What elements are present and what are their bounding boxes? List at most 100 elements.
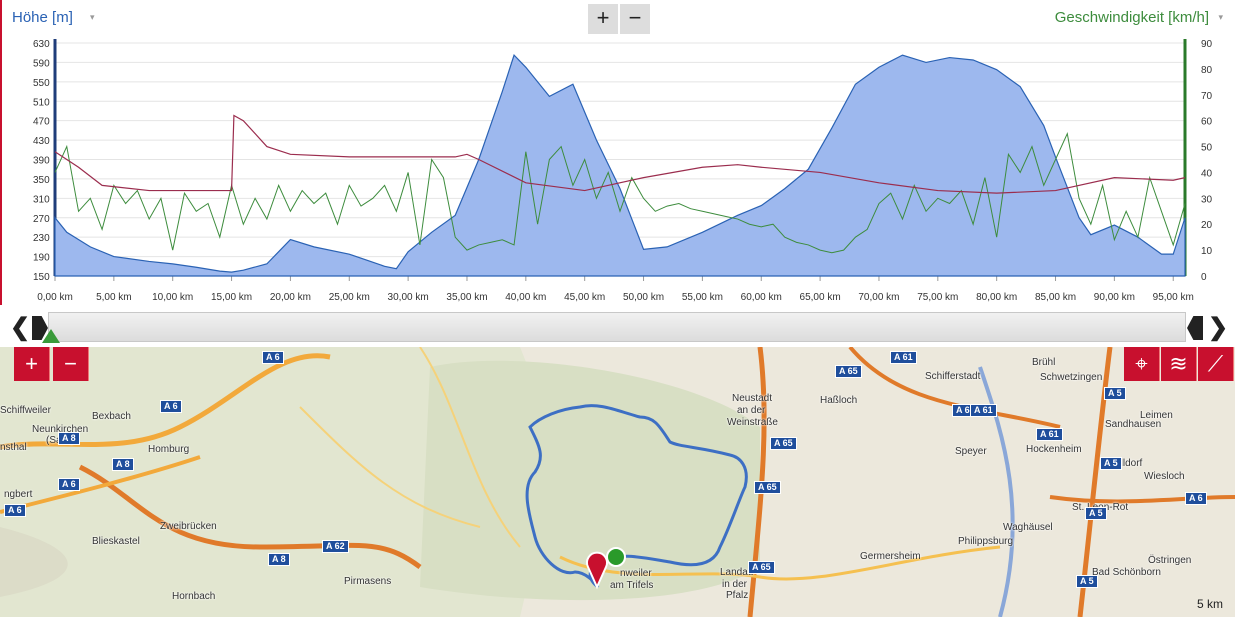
map-place-label: Walldorf [1106, 458, 1143, 469]
chart-zoom-controls: + − [588, 4, 652, 34]
left-tick-label: 430 [33, 136, 50, 147]
right-tick-label: 10 [1201, 246, 1213, 257]
x-tick-label: 35,00 km [446, 292, 487, 303]
road-shield: A 61 [1036, 428, 1063, 441]
slider-track[interactable] [48, 312, 1186, 342]
map-place-label: Speyer [955, 446, 987, 457]
map-place-label: Brühl [1032, 357, 1056, 368]
map-place-label: Landau [720, 567, 754, 578]
map-place-label: Waghäusel [1003, 522, 1053, 533]
road-shield: A 5 [1100, 457, 1122, 470]
left-tick-label: 550 [33, 78, 50, 89]
route-map[interactable]: SchiffweilerNeunkirchen(Saar)BexbachHomb… [0, 347, 1235, 617]
map-place-label: Homburg [148, 444, 190, 455]
map-place-label: an der [737, 405, 766, 416]
map-place-label: Pfalz [726, 590, 749, 601]
chart-zoom-out-button[interactable]: − [620, 4, 650, 34]
x-tick-label: 30,00 km [388, 292, 429, 303]
x-tick-label: 10,00 km [152, 292, 193, 303]
x-tick-label: 25,00 km [329, 292, 370, 303]
map-zoom-in-button[interactable]: + [14, 347, 50, 381]
speed-line [54, 131, 1186, 254]
map-place-label: Zweibrücken [160, 521, 217, 532]
right-tick-label: 80 [1201, 65, 1213, 76]
road-shield: A 5 [1076, 575, 1098, 588]
right-tick-label: 0 [1201, 272, 1207, 283]
road-shield: A 61 [890, 351, 917, 364]
map-place-label: Wiesloch [1144, 471, 1185, 482]
map-place-label: nweiler [620, 568, 652, 579]
road-shield: A 6 [262, 351, 284, 364]
map-place-label: am Trifels [610, 580, 654, 591]
map-place-label: ngbert [4, 489, 33, 500]
road-shield: A 62 [322, 540, 349, 553]
slider-left-arrow-icon[interactable]: ❮ [10, 314, 31, 341]
left-tick-label: 350 [33, 175, 50, 186]
x-tick-label: 70,00 km [858, 292, 899, 303]
series-3-line [54, 114, 1186, 194]
left-axis-dropdown-icon[interactable]: ▾ [90, 12, 95, 22]
road-shield: A 61 [970, 404, 997, 417]
road-shield: A 6 [160, 400, 182, 413]
x-tick-label: 80,00 km [976, 292, 1017, 303]
x-tick-label: 40,00 km [505, 292, 546, 303]
slider-position-marker-icon[interactable] [42, 329, 60, 343]
left-tick-label: 390 [33, 156, 50, 167]
right-tick-label: 30 [1201, 194, 1213, 205]
x-tick-label: 20,00 km [270, 292, 311, 303]
left-axis-title[interactable]: Höhe [m] [12, 9, 73, 26]
map-place-label: Sandhausen [1105, 419, 1162, 430]
chart-zoom-in-button[interactable]: + [588, 4, 618, 34]
road-shield: A 6 [58, 478, 80, 491]
map-zoom-out-button[interactable]: − [53, 347, 89, 381]
right-tick-label: 60 [1201, 117, 1213, 128]
range-slider[interactable]: ❮ ❯ [0, 307, 1235, 345]
road-shield: A 6 [1185, 492, 1207, 505]
road-shield: A 65 [754, 481, 781, 494]
right-axis-dropdown-icon[interactable]: ▾ [1218, 12, 1223, 22]
map-place-label: Bad Schönborn [1092, 567, 1161, 578]
profile-plot[interactable]: 630 590 550 510 470 430 390 350 310 270 230 190 150 9… [2, 30, 1235, 305]
left-tick-label: 150 [33, 272, 50, 283]
map-place-label: Schiffweiler [0, 405, 51, 416]
map-place-label: Leimen [1140, 410, 1173, 421]
layers-icon[interactable]: ≋ [1161, 347, 1197, 381]
map-background [0, 347, 1235, 617]
map-place-label: Haßloch [820, 395, 858, 406]
map-place-label: Östringen [1148, 555, 1192, 566]
right-tick-label: 50 [1201, 143, 1213, 154]
road-shield: A 65 [770, 437, 797, 450]
road-shield: A 8 [112, 458, 134, 471]
map-scale: 5 km [1196, 597, 1223, 611]
map-place-label: Weinstraße [727, 417, 778, 428]
right-tick-label: 20 [1201, 220, 1213, 231]
x-tick-label: 85,00 km [1035, 292, 1076, 303]
locate-icon[interactable]: ⌖ [1124, 347, 1160, 381]
road-shield: A 65 [835, 365, 862, 378]
map-place-label: Hockenheim [1026, 444, 1082, 455]
elevation-profile-icon[interactable]: ⟋ [1198, 347, 1234, 381]
x-tick-label: 45,00 km [564, 292, 605, 303]
x-tick-label: 5,00 km [96, 292, 132, 303]
right-axis-title[interactable]: Geschwindigkeit [km/h] [1054, 9, 1209, 26]
map-place-label: Pirmasens [344, 576, 392, 587]
left-tick-label: 270 [33, 214, 50, 225]
slider-right-handle[interactable] [1187, 316, 1203, 340]
x-tick-label: 90,00 km [1094, 292, 1135, 303]
right-tick-label: 70 [1201, 91, 1213, 102]
right-tick-label: 40 [1201, 168, 1213, 179]
x-tick-label: 15,00 km [211, 292, 252, 303]
road-shield: A 5 [1104, 387, 1126, 400]
map-place-label: Philippsburg [958, 536, 1014, 547]
left-tick-label: 310 [33, 194, 50, 205]
elevation-speed-chart: Höhe [m] ▾ Geschwindigkeit [km/h] ▾ + − … [0, 0, 1235, 305]
left-tick-label: 630 [33, 39, 50, 50]
map-place-label: Schifferstadt [925, 371, 981, 382]
slider-right-arrow-icon[interactable]: ❯ [1208, 314, 1229, 341]
x-tick-label: 60,00 km [741, 292, 782, 303]
map-place-label: Neustadt [732, 393, 773, 404]
map-place-label: Schwetzingen [1040, 372, 1103, 383]
right-tick-label: 90 [1201, 39, 1213, 50]
road-shield: A 8 [268, 553, 290, 566]
x-tick-label: 95,00 km [1153, 292, 1194, 303]
